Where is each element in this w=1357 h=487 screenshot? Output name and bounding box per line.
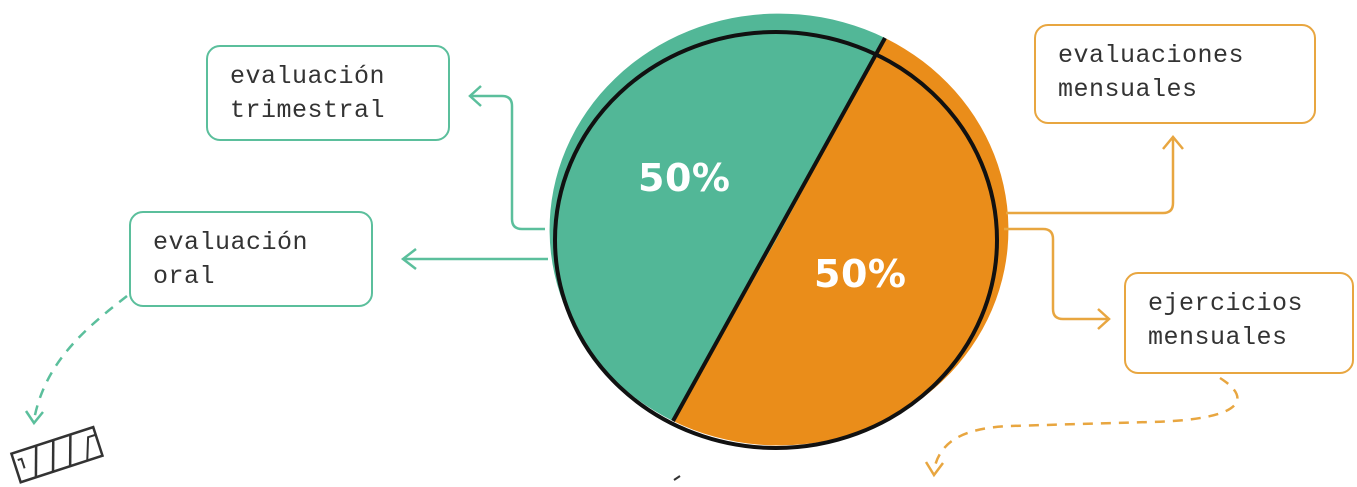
box-oral-line1: evaluación xyxy=(153,228,309,257)
film-strip-icon xyxy=(9,425,105,484)
arrowhead-dashed-oral xyxy=(24,410,44,426)
arrowhead-dashed-ejercicios xyxy=(924,461,944,478)
box-ejercicios-line1: ejercicios xyxy=(1148,289,1304,318)
dashed-connector-ejercicios xyxy=(932,376,1239,471)
connector-ejercicios xyxy=(1004,227,1108,321)
box-evaluaciones-mensuales: evaluaciones mensuales xyxy=(1034,24,1316,124)
box-ejercicios-mensuales: ejercicios mensuales xyxy=(1124,272,1354,374)
pie-label-orange: 50% xyxy=(814,252,907,296)
dashed-connector-oral xyxy=(32,295,128,421)
pie-slice-orange xyxy=(673,38,1009,446)
box-evaluaciones-line2: mensuales xyxy=(1058,75,1198,104)
connector-evaluaciones xyxy=(1006,138,1175,215)
pie-divider xyxy=(671,37,887,422)
arrowhead-oral xyxy=(400,248,417,270)
pie-outline xyxy=(553,30,999,450)
arrowhead-trimestral xyxy=(468,85,482,107)
small-mark xyxy=(673,475,681,481)
box-evaluaciones-line1: evaluaciones xyxy=(1058,41,1245,70)
pie-slice-green xyxy=(549,13,885,422)
pie-chart xyxy=(549,13,1009,450)
arrowhead-ejercicios xyxy=(1097,308,1111,330)
box-evaluacion-oral: evaluación oral xyxy=(129,211,373,307)
connector-trimestral xyxy=(471,94,545,231)
arrowhead-evaluaciones xyxy=(1162,135,1184,150)
pie-label-green: 50% xyxy=(638,156,731,200)
box-ejercicios-line2: mensuales xyxy=(1148,323,1288,352)
box-trimestral-line2: trimestral xyxy=(230,96,386,125)
box-evaluacion-trimestral: evaluación trimestral xyxy=(206,45,450,141)
box-trimestral-line1: evaluación xyxy=(230,62,386,91)
box-oral-line2: oral xyxy=(153,262,216,291)
